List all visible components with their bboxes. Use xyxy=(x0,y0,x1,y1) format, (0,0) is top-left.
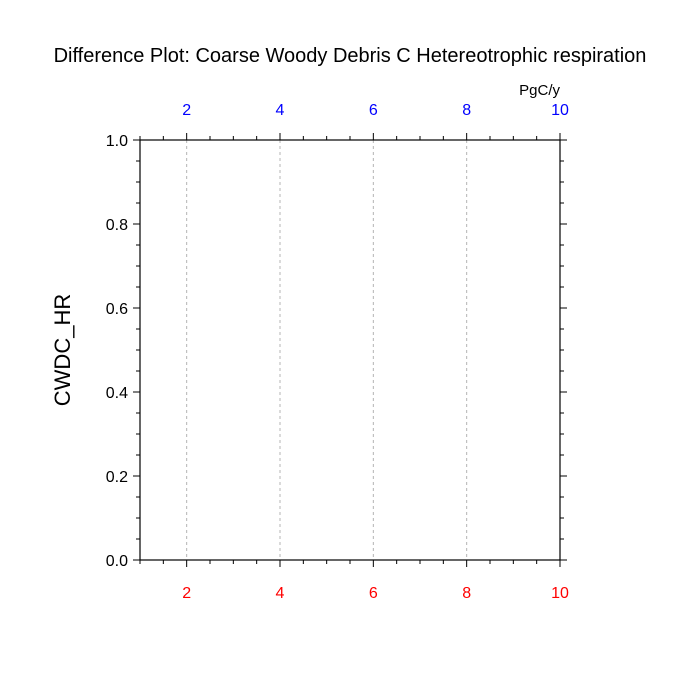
units-label: PgC/y xyxy=(519,82,560,99)
y-axis-label: CWDC_HR xyxy=(50,294,75,406)
x-tick-label-bottom: 8 xyxy=(462,585,471,602)
x-tick-label-bottom: 10 xyxy=(551,585,569,602)
tick-labels: 2 4 6 8 10 2 4 6 8 10 0.0 0.2 0.4 0.6 0.8 1.0 xyxy=(106,102,569,602)
x-tick-label-top: 8 xyxy=(462,102,471,119)
x-tick-label-bottom: 2 xyxy=(182,585,191,602)
x-tick-label-top: 2 xyxy=(182,102,191,119)
x-tick-label-bottom: 4 xyxy=(276,585,285,602)
y-tick-label: 0.2 xyxy=(106,469,128,486)
chart-title: Difference Plot: Coarse Woody Debris C H… xyxy=(54,45,647,67)
grid-lines xyxy=(186,140,468,560)
y-tick-label: 0.6 xyxy=(106,301,128,318)
x-tick-label-top: 10 xyxy=(551,102,569,119)
y-tick-label: 0.4 xyxy=(106,385,128,402)
y-tick-label: 1.0 xyxy=(106,133,128,150)
x-tick-label-top: 4 xyxy=(276,102,285,119)
x-tick-label-bottom: 6 xyxy=(369,585,378,602)
plot-frame xyxy=(139,139,561,561)
y-tick-label: 0.8 xyxy=(106,217,128,234)
tick-marks xyxy=(133,133,567,567)
x-tick-label-top: 6 xyxy=(369,102,378,119)
y-tick-label: 0.0 xyxy=(106,553,128,570)
